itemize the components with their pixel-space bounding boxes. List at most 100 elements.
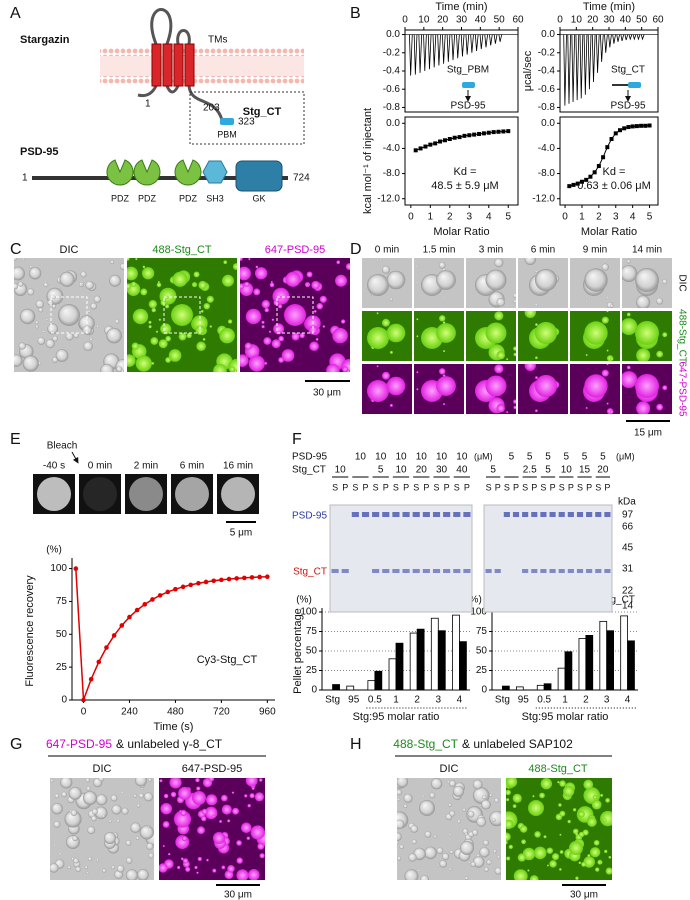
droplet: [227, 319, 233, 324]
droplet: [485, 375, 507, 397]
droplet: [546, 864, 549, 867]
micrograph: [14, 258, 124, 372]
injection-peak: [640, 34, 645, 41]
injection-peak: [474, 34, 479, 51]
droplet: [583, 856, 595, 868]
droplet: [43, 282, 49, 288]
data-point: [73, 566, 79, 571]
droplet: [248, 258, 251, 261]
lane-sp: S: [433, 482, 439, 492]
injection-peak: [413, 34, 418, 75]
droplet: [605, 798, 610, 803]
lane-sp: P: [495, 482, 501, 492]
y-tick-label: 75: [476, 626, 488, 637]
droplet: [264, 362, 268, 365]
droplet: [436, 270, 456, 290]
data-point: [165, 589, 171, 595]
droplet: [422, 795, 425, 798]
lane-sp: S: [522, 482, 528, 492]
x-tick-label: 0.5: [368, 695, 382, 706]
x-axis-label: Stg:95 molar ratio: [522, 711, 609, 723]
droplet: [315, 338, 319, 341]
droplet: [367, 327, 389, 349]
injection-peak: [456, 34, 460, 59]
droplet: [114, 319, 120, 324]
injection-peak: [571, 34, 576, 102]
droplet: [535, 303, 538, 307]
droplet: [249, 793, 255, 799]
lane-sp: P: [513, 482, 519, 492]
bar: [459, 641, 467, 691]
data-point: [142, 602, 148, 607]
x-tick-label: 3: [436, 695, 442, 706]
droplet: [14, 354, 23, 367]
droplet: [236, 840, 242, 846]
droplet: [604, 849, 608, 854]
droplet: [416, 282, 419, 285]
droplet: [157, 281, 160, 284]
droplet: [386, 376, 406, 396]
x-tick-label: 4: [630, 212, 636, 223]
lane-sp: P: [423, 482, 429, 492]
data-point: [447, 137, 452, 141]
band: [604, 569, 611, 573]
lane-label: 40: [456, 465, 468, 476]
panel-label: B: [350, 5, 361, 22]
row-label: 488-Stg_CT: [676, 309, 687, 363]
recovery-line: [75, 568, 268, 701]
droplet: [263, 337, 272, 345]
droplet: [22, 258, 25, 261]
droplet: [397, 789, 402, 796]
bar: [627, 640, 635, 691]
droplet: [151, 307, 156, 313]
y-tick-label: -0.6: [538, 84, 556, 95]
bar: [437, 630, 446, 691]
droplet: [308, 325, 318, 335]
droplet: [436, 376, 456, 396]
injection-peak: [427, 34, 432, 70]
ct-box: [189, 91, 305, 145]
droplet: [201, 815, 207, 822]
injection-peak: [595, 34, 600, 73]
x-tick-label: 4: [625, 695, 631, 706]
droplet: [485, 269, 507, 291]
lane-sp: S: [595, 482, 601, 492]
droplet: [626, 259, 631, 264]
data-point: [634, 124, 639, 129]
gk-domain: [235, 160, 283, 192]
droplet: [345, 263, 350, 270]
droplet: [80, 283, 83, 286]
droplet: [416, 388, 419, 391]
droplet: [186, 332, 192, 339]
droplet: [586, 817, 597, 827]
droplet: [443, 403, 446, 406]
droplet: [108, 819, 112, 823]
droplet: [595, 867, 600, 872]
droplet: [336, 260, 341, 265]
residue: 1: [145, 99, 151, 110]
droplet: [18, 281, 24, 287]
band: [453, 512, 461, 517]
residue: 724: [293, 173, 310, 184]
micrograph: [518, 364, 568, 414]
data-point: [157, 593, 163, 598]
droplet: [449, 850, 454, 854]
x-tick-label: 10: [418, 15, 430, 26]
lane-label: 5: [582, 452, 588, 463]
droplet: [626, 312, 631, 317]
droplet: [278, 335, 284, 342]
droplet: [506, 305, 509, 308]
droplet: [496, 404, 505, 413]
x-tick-label: 3: [604, 695, 610, 706]
x-tick-label: 1: [562, 695, 568, 706]
droplet: [143, 792, 154, 802]
droplet: [206, 858, 209, 862]
droplet: [622, 265, 638, 282]
droplet: [135, 355, 152, 372]
droplet: [403, 804, 408, 808]
domain-label: PDZ: [111, 193, 130, 203]
lane-sp: S: [352, 482, 358, 492]
micrograph: [622, 258, 672, 308]
droplet: [45, 318, 49, 321]
